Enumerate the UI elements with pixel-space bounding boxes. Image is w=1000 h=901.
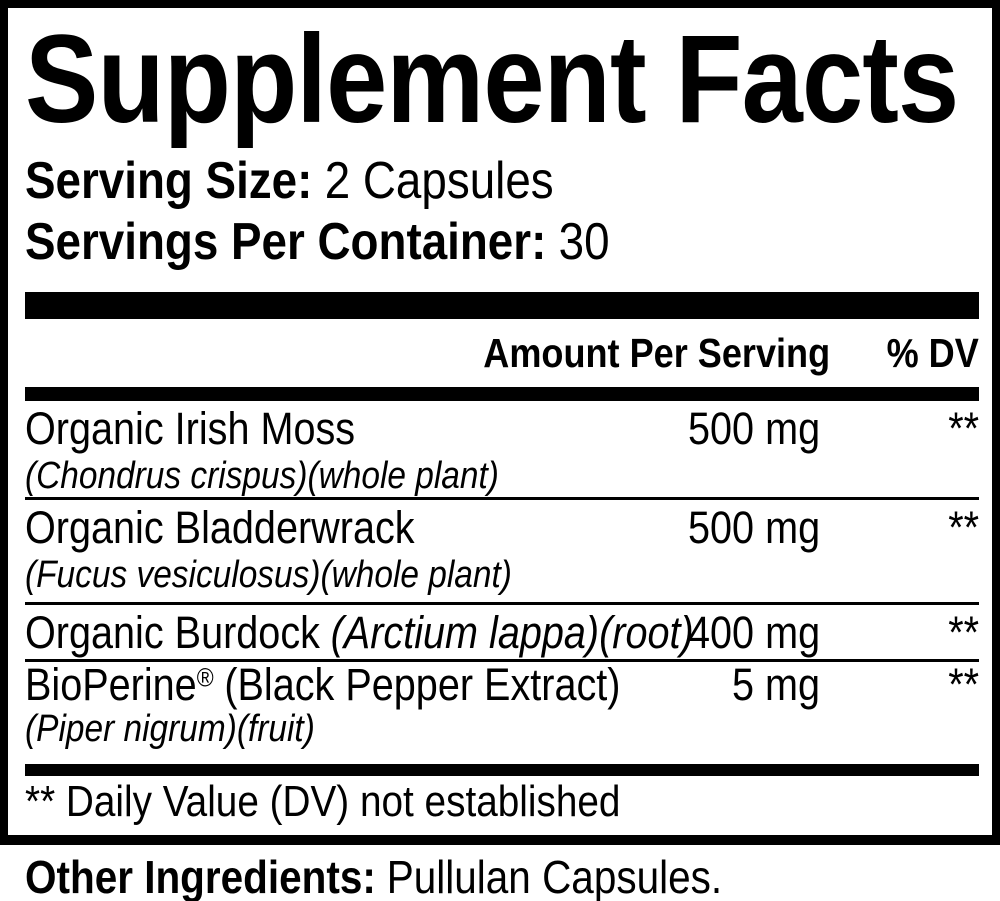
ingredient-scientific-name: (Chondrus crispus)(whole plant) [25,455,499,498]
ingredient-cell: Organic Bladderwrack (Fucus vesiculosus)… [25,502,670,596]
ingredient-name: BioPerine® (Black Pepper Extract) [25,659,621,711]
footnote-separator-bar [25,764,979,777]
column-header-amount: Amount Per Serving [483,330,830,376]
ingredient-scientific-name: (Piper nigrum)(fruit) [25,708,315,751]
ingredient-dv: ** [948,607,979,659]
ingredient-amount: 400 mg [687,607,820,659]
serving-size-line: Serving Size: 2 Capsules [25,155,979,207]
other-ingredients-value: Pullulan Capsules. [386,851,723,901]
ingredient-amount: 5 mg [731,659,820,711]
daily-value-footnote: ** Daily Value (DV) not established [25,777,621,827]
ingredient-name-suffix: (Black Pepper Extract) [224,659,621,711]
ingredient-scientific-name-inline: (Arctium lappa)(root) [330,607,694,659]
ingredient-dv: ** [948,403,979,455]
serving-size-label: Serving Size: [25,152,313,210]
header-separator-bar [25,387,979,402]
ingredient-dv: ** [948,502,979,554]
table-row-burdock: Organic Burdock (Arctium lappa)(root) 400… [25,602,979,659]
table-row-bioperine: BioPerine® (Black Pepper Extract) (Piper … [25,659,979,750]
serving-size-value: 2 Capsules [324,152,554,210]
ingredient-name: Organic Irish Moss [25,403,356,455]
registered-trademark-symbol: ® [196,662,214,693]
servings-per-container-value: 30 [558,213,610,271]
ingredient-name: Organic Bladderwrack [25,502,415,554]
ingredient-cell: Organic Irish Moss (Chondrus crispus)(wh… [25,403,670,497]
table-row-irish-moss: Organic Irish Moss (Chondrus crispus)(wh… [25,401,979,497]
ingredient-dv: ** [948,659,979,711]
ingredient-cell: BioPerine® (Black Pepper Extract) (Piper … [25,659,720,751]
ingredient-name: Organic Burdock (Arctium lappa)(root) [25,607,694,659]
supplement-facts-panel: Supplement Facts Serving Size: 2 Capsules… [0,0,1000,845]
page-title: Supplement Facts [25,17,979,142]
ingredient-cell: Organic Burdock (Arctium lappa)(root) [25,607,694,659]
servings-per-container-label: Servings Per Container: [25,213,547,271]
column-header-dv: % DV [886,330,979,376]
ingredient-amount: 500 mg [687,403,820,455]
other-ingredients-label: Other Ingredients: [25,851,376,901]
servings-per-container-line: Servings Per Container: 30 [25,216,979,268]
header-spacer [25,329,436,378]
table-row-bladderwrack: Organic Bladderwrack (Fucus vesiculosus)… [25,497,979,602]
thick-separator-bar [25,292,979,319]
page-title-text: Supplement Facts [25,10,959,149]
table-header-row: Amount Per Serving % DV [25,329,979,378]
ingredient-amount: 500 mg [687,502,820,554]
other-ingredients-line: Other Ingredients: Pullulan Capsules. [25,851,817,901]
ingredient-scientific-name: (Fucus vesiculosus)(whole plant) [25,554,512,597]
